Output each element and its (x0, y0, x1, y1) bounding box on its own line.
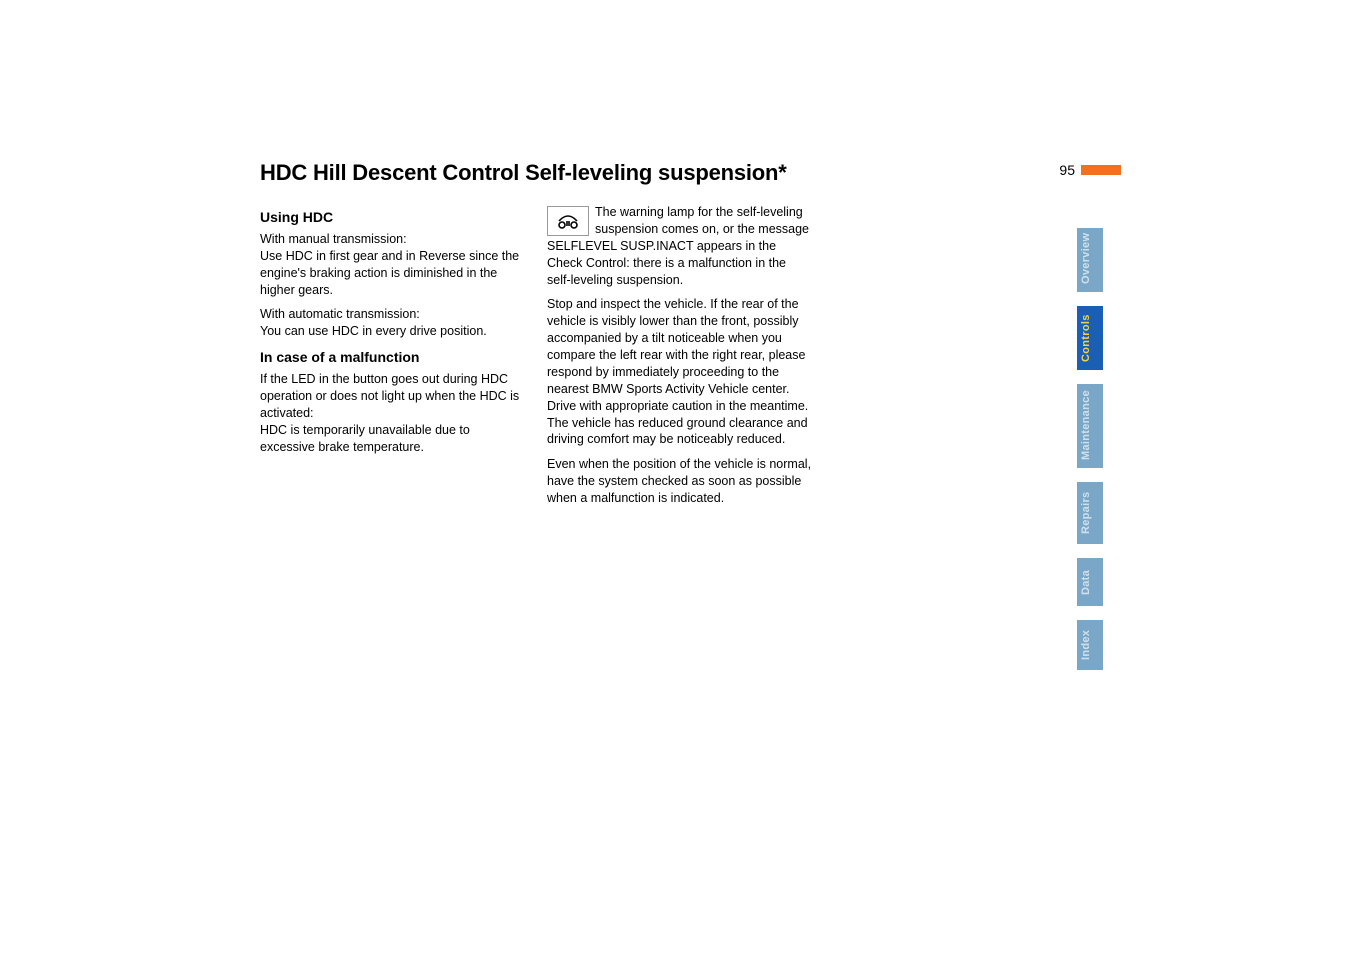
para-with-icon: The warning lamp for the self-leveling s… (547, 204, 812, 288)
para: Even when the position of the vehicle is… (547, 456, 812, 507)
tab-gap (1077, 292, 1103, 306)
side-tab-maintenance[interactable]: Maintenance (1077, 384, 1103, 468)
para: If the LED in the button goes out during… (260, 371, 525, 455)
side-tab-controls[interactable]: Controls (1077, 306, 1103, 370)
content-columns: Using HDC With manual transmission: Use … (260, 204, 1080, 515)
para: With manual transmission: Use HDC in fir… (260, 231, 525, 299)
side-tabs: Overview Controls Maintenance Repairs Data In… (1077, 228, 1103, 670)
heading-malfunction: In case of a malfunction (260, 348, 525, 367)
para: Stop and inspect the vehicle. If the rea… (547, 296, 812, 448)
heading-using-hdc: Using HDC (260, 208, 525, 227)
accent-bar (1081, 165, 1121, 175)
side-tab-repairs[interactable]: Repairs (1077, 482, 1103, 544)
para: With automatic transmission: You can use… (260, 306, 525, 340)
column-2: The warning lamp for the self-leveling s… (547, 204, 812, 515)
tab-gap (1077, 370, 1103, 384)
tab-gap (1077, 606, 1103, 620)
page-title: HDC Hill Descent Control Self-leveling s… (260, 160, 1080, 186)
side-tab-overview[interactable]: Overview (1077, 228, 1103, 292)
tab-gap (1077, 544, 1103, 558)
tab-gap (1077, 468, 1103, 482)
page-body: HDC Hill Descent Control Self-leveling s… (260, 160, 1080, 515)
column-1: Using HDC With manual transmission: Use … (260, 204, 525, 515)
side-tab-index[interactable]: Index (1077, 620, 1103, 670)
side-tab-data[interactable]: Data (1077, 558, 1103, 606)
suspension-warning-icon (547, 206, 589, 236)
